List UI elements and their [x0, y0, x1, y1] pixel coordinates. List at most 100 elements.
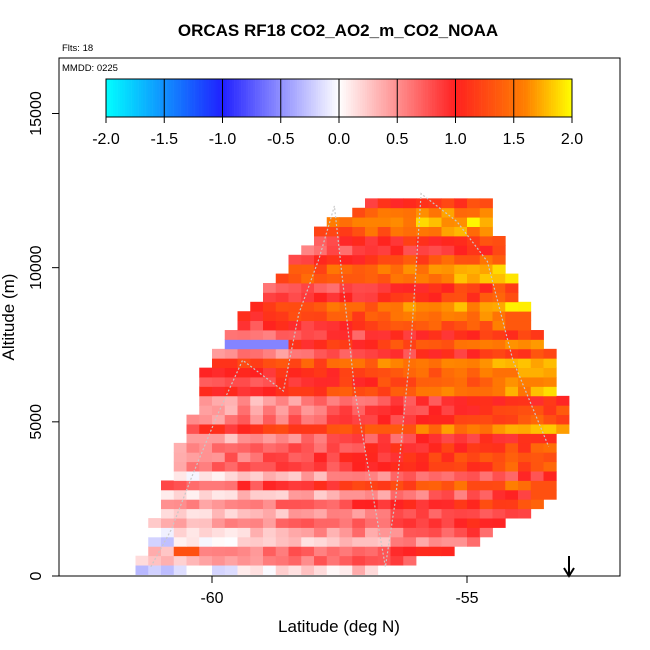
- colorbar-swatch: [352, 79, 356, 117]
- colorbar-swatch: [450, 79, 454, 117]
- heatmap-cell: [467, 254, 481, 265]
- heatmap-cell: [416, 330, 430, 340]
- heatmap-cell: [390, 461, 404, 472]
- heatmap-cell: [441, 395, 455, 406]
- colorbar-swatch: [320, 79, 323, 117]
- heatmap-cell: [441, 358, 455, 369]
- heatmap-cell: [263, 565, 277, 575]
- heatmap-cell: [224, 386, 238, 397]
- heatmap-cell: [263, 292, 277, 303]
- heatmap-cell: [416, 235, 430, 246]
- heatmap-cell: [479, 367, 493, 378]
- colorbar-swatch: [154, 79, 158, 117]
- colorbar-swatch: [427, 79, 431, 117]
- heatmap-cell: [390, 292, 404, 303]
- colorbar-swatch: [264, 79, 268, 117]
- colorbar-swatch: [106, 79, 109, 117]
- heatmap-cell: [492, 386, 506, 397]
- heatmap-cell: [212, 433, 226, 444]
- heatmap-cell: [441, 273, 455, 284]
- heatmap-cell: [530, 414, 544, 425]
- heatmap-cell: [237, 311, 251, 322]
- heatmap-cell: [275, 536, 289, 547]
- heatmap-cell: [237, 452, 251, 463]
- heatmap-cell: [186, 536, 200, 547]
- heatmap-cell: [479, 518, 493, 528]
- heatmap-cell: [454, 471, 468, 481]
- heatmap-cell: [492, 358, 506, 369]
- heatmap-cell: [505, 424, 519, 434]
- colorbar-swatch: [380, 79, 384, 117]
- heatmap-cell: [377, 395, 391, 406]
- heatmap-cell: [352, 311, 366, 322]
- heatmap-cell: [377, 264, 391, 274]
- heatmap-cell: [237, 330, 251, 340]
- heatmap-cell: [467, 489, 481, 500]
- heatmap-cell: [416, 254, 430, 265]
- colorbar-swatch: [553, 79, 556, 117]
- heatmap-cell: [390, 424, 404, 434]
- heatmap-cell: [288, 499, 302, 510]
- colorbar-swatch: [387, 79, 391, 117]
- heatmap-cell: [275, 471, 289, 481]
- heatmap-cell: [250, 480, 264, 491]
- heatmap-cell: [518, 405, 532, 416]
- heatmap-cell: [479, 235, 493, 246]
- plot-frame: [58, 57, 621, 577]
- heatmap-cell: [263, 367, 277, 378]
- heatmap-cell: [416, 471, 430, 481]
- heatmap-cell: [237, 405, 251, 416]
- heatmap-cell: [212, 536, 226, 547]
- heatmap-cell: [339, 395, 353, 406]
- x-axis-tick-label: -55: [455, 590, 478, 607]
- heatmap-cell: [505, 386, 519, 397]
- heatmap-cell: [377, 283, 391, 293]
- heatmap-cell: [237, 339, 251, 350]
- colorbar-swatch: [455, 79, 459, 117]
- heatmap-cell: [492, 480, 506, 491]
- heatmap-cell: [173, 489, 187, 500]
- heatmap-cell: [505, 433, 519, 444]
- heatmap-cell: [403, 320, 417, 331]
- heatmap-cell: [492, 339, 506, 350]
- colorbar-swatch: [192, 79, 195, 117]
- heatmap-cell: [352, 292, 366, 303]
- heatmap-cell: [263, 414, 277, 425]
- heatmap-cell: [275, 405, 289, 416]
- heatmap-cell: [288, 283, 302, 293]
- y-axis: 0 5000 10000 15000: [28, 91, 59, 580]
- heatmap-cell: [352, 254, 366, 265]
- heatmap-cell: [365, 245, 379, 256]
- colorbar-swatch: [436, 79, 440, 117]
- heatmap-cell: [237, 348, 251, 359]
- heatmap-cell: [301, 395, 315, 406]
- heatmap-cell: [441, 527, 455, 538]
- heatmap-cell: [263, 301, 277, 312]
- colorbar-swatch: [511, 79, 515, 117]
- heatmap-cell: [250, 330, 264, 340]
- colorbar-swatch: [299, 79, 303, 117]
- heatmap-cell: [301, 386, 315, 397]
- heatmap-cell: [467, 508, 481, 519]
- heatmap-cell: [339, 499, 353, 510]
- heatmap-cell: [377, 245, 391, 256]
- heatmap-cell: [275, 433, 289, 444]
- colorbar-swatch: [292, 79, 296, 117]
- heatmap-cell: [352, 489, 366, 500]
- colorbar-swatch: [453, 79, 456, 117]
- heatmap-cell: [161, 536, 175, 547]
- heatmap-cell: [339, 452, 353, 463]
- heatmap-cell: [161, 527, 175, 538]
- heatmap-cell: [314, 358, 328, 369]
- heatmap-cell: [492, 518, 506, 528]
- heatmap-cell: [390, 508, 404, 519]
- heatmap-cell: [301, 489, 315, 500]
- colorbar-swatch: [152, 79, 156, 117]
- colorbar-swatch: [224, 79, 228, 117]
- heatmap-cell: [250, 301, 264, 312]
- heatmap-cell: [224, 424, 238, 434]
- heatmap-cell: [505, 414, 519, 425]
- colorbar-swatch: [140, 79, 144, 117]
- heatmap-cell: [377, 207, 391, 218]
- colorbar-swatch: [558, 79, 561, 117]
